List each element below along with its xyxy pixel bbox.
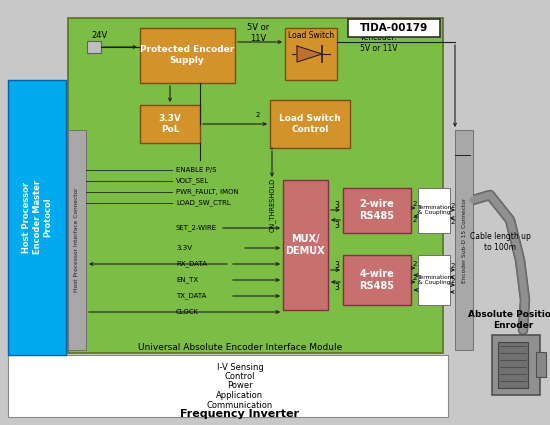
Bar: [283, 180, 328, 310]
Bar: [343, 188, 411, 233]
Bar: [140, 105, 200, 143]
Text: VOLT_SEL: VOLT_SEL: [176, 178, 209, 184]
Text: 2: 2: [413, 275, 417, 281]
Text: PWR_FAULT, IMON: PWR_FAULT, IMON: [176, 189, 239, 196]
Text: EN_TX: EN_TX: [176, 277, 198, 283]
Text: TX_DATA: TX_DATA: [176, 293, 206, 299]
Text: Cable length up
to 100m: Cable length up to 100m: [470, 232, 530, 252]
Polygon shape: [297, 46, 322, 62]
Text: Universal Absolute Encoder Interface Module: Universal Absolute Encoder Interface Mod…: [138, 343, 342, 351]
Text: 4-wire
RS485: 4-wire RS485: [360, 269, 394, 291]
Text: Application: Application: [217, 391, 263, 400]
Bar: [68, 130, 86, 350]
Text: 24V: 24V: [91, 31, 107, 40]
Bar: [8, 80, 66, 355]
Bar: [418, 255, 450, 305]
Text: Termination
& Coupling: Termination & Coupling: [417, 204, 451, 215]
Text: Termination
& Coupling: Termination & Coupling: [417, 275, 451, 286]
Text: Protected Encoder
Supply: Protected Encoder Supply: [140, 45, 234, 65]
Text: CLOCK: CLOCK: [176, 309, 199, 315]
Bar: [455, 130, 473, 350]
Bar: [343, 255, 411, 305]
Text: ENABLE P/S: ENABLE P/S: [176, 167, 217, 173]
Text: Frequency Inverter: Frequency Inverter: [180, 409, 300, 419]
Bar: [536, 352, 546, 377]
Text: Control: Control: [225, 372, 255, 381]
Text: LOAD_SW_CTRL: LOAD_SW_CTRL: [176, 200, 231, 207]
Text: 2: 2: [451, 278, 455, 284]
Text: Load Switch
Control: Load Switch Control: [279, 114, 341, 134]
Text: 3.3V: 3.3V: [176, 245, 192, 251]
Text: 3: 3: [334, 261, 339, 269]
Text: 2: 2: [413, 261, 417, 267]
Text: Encoder Sub-D 15 Connector: Encoder Sub-D 15 Connector: [461, 197, 466, 283]
Text: 2-wire
RS485: 2-wire RS485: [360, 199, 394, 221]
Bar: [498, 342, 528, 388]
Text: Load Switch: Load Switch: [288, 31, 334, 40]
Text: 5V or
11V: 5V or 11V: [247, 23, 269, 42]
Bar: [68, 18, 443, 353]
Text: 3.3V
PoL: 3.3V PoL: [158, 114, 182, 134]
Text: ON_THRESHOLD: ON_THRESHOLD: [268, 178, 276, 232]
Text: 3: 3: [334, 221, 339, 230]
Text: 2: 2: [451, 219, 455, 225]
Text: 2: 2: [451, 263, 455, 269]
Text: I-V Sensing: I-V Sensing: [217, 363, 263, 371]
Text: 2: 2: [413, 217, 417, 223]
Text: SET_2-WIRE: SET_2-WIRE: [176, 225, 217, 231]
Bar: [270, 100, 350, 148]
Text: Host Processor Interface Connector: Host Processor Interface Connector: [74, 188, 80, 292]
Text: Absolute Position
Enroder: Absolute Position Enroder: [468, 310, 550, 330]
Text: RX_DATA: RX_DATA: [176, 261, 207, 267]
Text: Vencoder:
5V or 11V: Vencoder: 5V or 11V: [360, 33, 398, 53]
Text: Power: Power: [227, 382, 253, 391]
Bar: [87, 41, 101, 53]
Text: 2: 2: [413, 201, 417, 207]
Text: Communication: Communication: [207, 400, 273, 410]
Bar: [285, 28, 337, 80]
Bar: [140, 28, 235, 83]
Bar: [348, 19, 440, 37]
Text: TIDA-00179: TIDA-00179: [360, 23, 428, 33]
Text: Host Processor
Encoder Master
Protocol: Host Processor Encoder Master Protocol: [22, 180, 52, 254]
Text: 3: 3: [334, 283, 339, 292]
Text: MUX/
DEMUX: MUX/ DEMUX: [285, 234, 325, 256]
Text: 2: 2: [451, 203, 455, 209]
Bar: [418, 188, 450, 233]
Bar: [8, 355, 448, 417]
Text: 3: 3: [334, 201, 339, 210]
Bar: [492, 335, 540, 395]
Text: 2: 2: [256, 112, 260, 118]
